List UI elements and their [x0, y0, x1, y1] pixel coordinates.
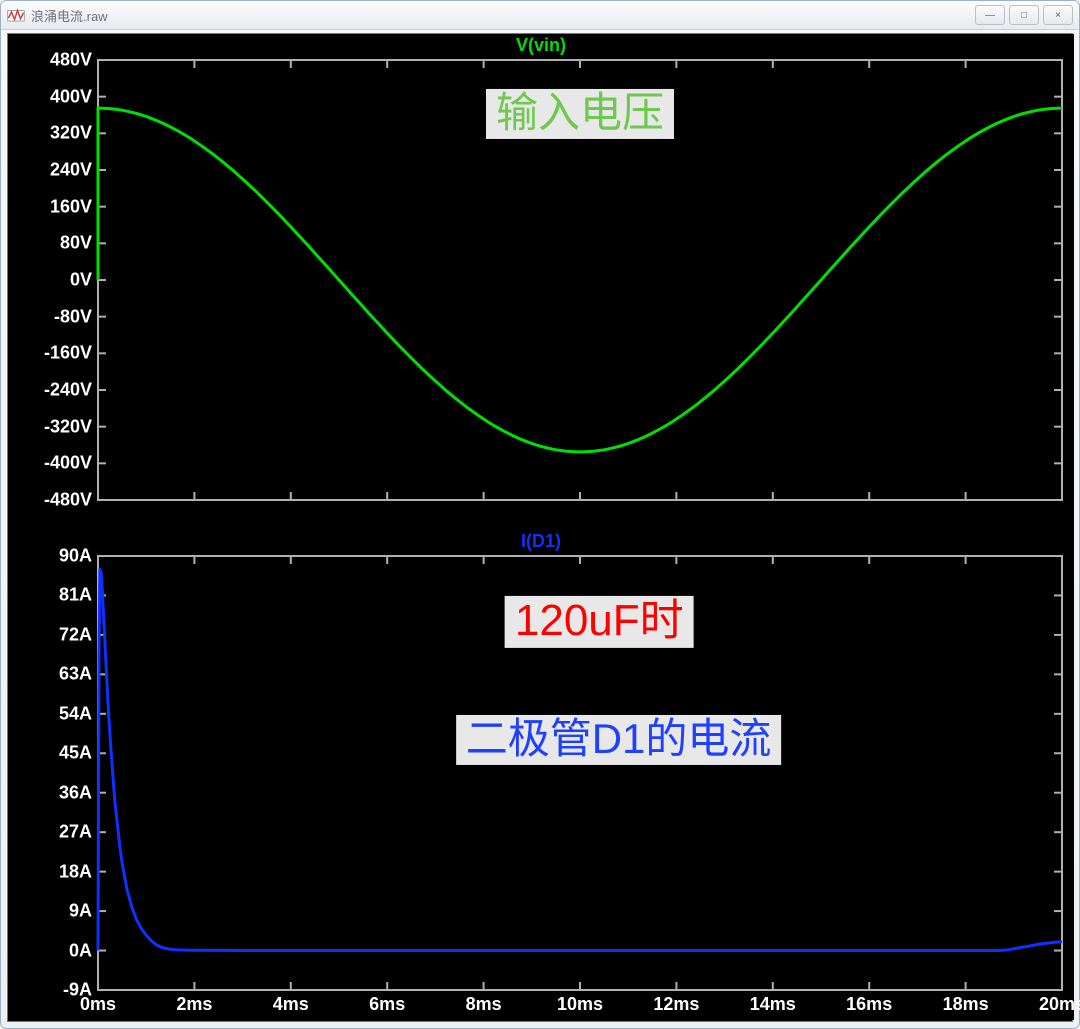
bottom-y-ticks: -9A0A9A18A27A36A45A54A63A72A81A90A	[8, 530, 92, 1020]
y-tick-label: 90A	[10, 546, 92, 567]
plot-client-area: V(vin)-480V-400V-320V-240V-160V-80V0V80V…	[7, 33, 1073, 1022]
top-y-ticks: -480V -400V -320V -240V -160V -80V 0V 80V 160V 24…	[8, 34, 92, 530]
app-window: 浪涌电流.raw — □ × V(vin)-480V-400V-320V-240…	[0, 0, 1080, 1029]
y-tick-label: 72A	[10, 624, 92, 645]
y-tick-label: 36A	[10, 782, 92, 803]
y-tick-label: 45A	[10, 743, 92, 764]
x-tick-label: 16ms	[846, 994, 892, 1015]
y-tick-label: 63A	[10, 664, 92, 685]
y-tick-label: -240V	[10, 380, 92, 401]
maximize-button[interactable]: □	[1009, 5, 1039, 25]
x-tick-label: 2ms	[176, 994, 212, 1015]
maximize-icon: □	[1021, 10, 1027, 21]
y-tick-label: -480V	[10, 490, 92, 511]
x-tick-label: 20ms	[1039, 994, 1080, 1015]
close-icon: ×	[1055, 10, 1061, 21]
y-tick-label: 240V	[10, 160, 92, 181]
bottom-pane[interactable]: I(D1)-9A0A9A18A27A36A45A54A63A72A81A90A1…	[8, 530, 1074, 1020]
y-tick-label: -320V	[10, 416, 92, 437]
x-tick-label: 18ms	[943, 994, 989, 1015]
x-tick-label: 6ms	[369, 994, 405, 1015]
close-button[interactable]: ×	[1043, 5, 1073, 25]
y-tick-label: 9A	[10, 901, 92, 922]
bottom-annot-1: 120uF时	[505, 596, 694, 648]
y-tick-label: 160V	[10, 196, 92, 217]
x-tick-label: 8ms	[466, 994, 502, 1015]
x-tick-label: 0ms	[80, 994, 116, 1015]
y-tick-label: 320V	[10, 123, 92, 144]
x-tick-labels: 0ms2ms4ms6ms8ms10ms12ms14ms16ms18ms20ms	[8, 994, 1074, 1018]
x-tick-label: 14ms	[750, 994, 796, 1015]
minimize-icon: —	[985, 10, 995, 21]
minimize-button[interactable]: —	[975, 5, 1005, 25]
x-tick-label: 12ms	[653, 994, 699, 1015]
y-tick-label: 27A	[10, 822, 92, 843]
y-tick-label: -400V	[10, 453, 92, 474]
bottom-annot-2: 二极管D1的电流	[456, 715, 782, 765]
y-tick-label: 400V	[10, 86, 92, 107]
y-tick-label: 80V	[10, 233, 92, 254]
y-tick-label: -160V	[10, 343, 92, 364]
y-tick-label: 54A	[10, 703, 92, 724]
y-tick-label: 81A	[10, 585, 92, 606]
y-tick-label: 0A	[10, 940, 92, 961]
y-tick-label: -80V	[10, 306, 92, 327]
window-title: 浪涌电流.raw	[31, 6, 108, 25]
titlebar[interactable]: 浪涌电流.raw — □ ×	[1, 1, 1079, 30]
y-tick-label: 18A	[10, 861, 92, 882]
top-annot: 输入电压	[486, 89, 674, 139]
y-tick-label: 0V	[10, 270, 92, 291]
x-tick-label: 4ms	[273, 994, 309, 1015]
app-icon	[7, 6, 25, 24]
top-pane[interactable]: V(vin)-480V-400V-320V-240V-160V-80V0V80V…	[8, 34, 1074, 530]
x-tick-label: 10ms	[557, 994, 603, 1015]
y-tick-label: 480V	[10, 50, 92, 71]
